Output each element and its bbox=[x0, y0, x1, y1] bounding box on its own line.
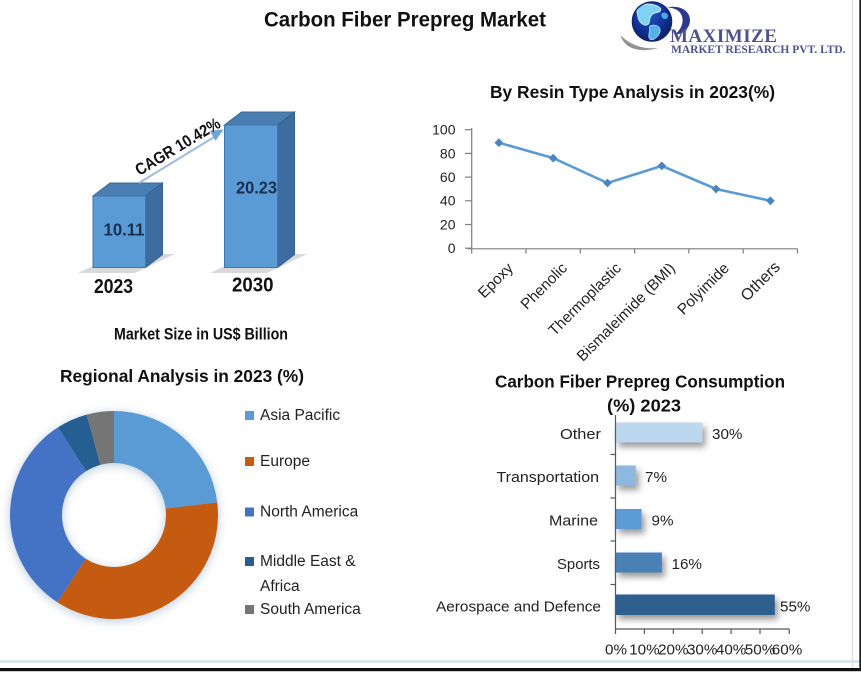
svg-text:55%: 55% bbox=[780, 599, 810, 616]
svg-text:Transportation: Transportation bbox=[497, 469, 600, 486]
svg-text:Middle East &: Middle East & bbox=[260, 553, 356, 570]
svg-text:20.23: 20.23 bbox=[236, 178, 277, 198]
svg-text:80: 80 bbox=[440, 145, 456, 161]
svg-text:Europe: Europe bbox=[260, 453, 310, 470]
svg-text:60: 60 bbox=[440, 169, 456, 185]
svg-text:30%: 30% bbox=[712, 426, 742, 443]
svg-text:50%: 50% bbox=[745, 642, 775, 659]
svg-text:Africa: Africa bbox=[260, 578, 300, 595]
svg-text:Regional Analysis in 2023 (%): Regional Analysis in 2023 (%) bbox=[60, 366, 304, 386]
svg-text:30%: 30% bbox=[687, 642, 717, 659]
svg-text:20: 20 bbox=[440, 216, 456, 232]
svg-text:Marine: Marine bbox=[549, 513, 598, 530]
svg-text:60%: 60% bbox=[772, 642, 802, 659]
svg-text:2030: 2030 bbox=[232, 275, 274, 297]
svg-text:Aerospace and Defence: Aerospace and Defence bbox=[436, 599, 601, 616]
svg-text:Carbon Fiber Prepreg Market: Carbon Fiber Prepreg Market bbox=[264, 8, 546, 32]
svg-text:2023: 2023 bbox=[94, 276, 133, 298]
svg-text:CAGR 10.42%: CAGR 10.42% bbox=[132, 114, 224, 179]
svg-text:0%: 0% bbox=[605, 642, 627, 659]
svg-text:10.11: 10.11 bbox=[104, 220, 145, 240]
svg-text:Market Size in US$ Billion: Market Size in US$ Billion bbox=[114, 326, 288, 344]
svg-text:Others: Others bbox=[738, 259, 784, 305]
svg-text:20%: 20% bbox=[658, 642, 688, 659]
svg-text:16%: 16% bbox=[672, 556, 702, 573]
svg-text:Other: Other bbox=[560, 426, 601, 443]
svg-text:40: 40 bbox=[440, 193, 456, 209]
svg-text:0: 0 bbox=[448, 240, 456, 256]
svg-text:Asia Pacific: Asia Pacific bbox=[260, 407, 340, 424]
svg-text:Phenolic: Phenolic bbox=[518, 260, 572, 314]
svg-text:By Resin Type Analysis in 202: By Resin Type Analysis in 2023(%) bbox=[490, 82, 775, 102]
svg-text:(%) 2023: (%) 2023 bbox=[607, 396, 681, 416]
svg-text:South America: South America bbox=[260, 601, 361, 618]
svg-text:Polyimide: Polyimide bbox=[674, 260, 733, 319]
svg-text:40%: 40% bbox=[716, 642, 746, 659]
svg-text:Carbon Fiber Prepreg Consumpti: Carbon Fiber Prepreg Consumption bbox=[495, 372, 785, 392]
svg-text:100: 100 bbox=[432, 122, 456, 138]
svg-text:North America: North America bbox=[260, 504, 359, 521]
svg-text:9%: 9% bbox=[652, 513, 674, 530]
svg-text:Sports: Sports bbox=[557, 556, 600, 573]
svg-text:7%: 7% bbox=[645, 469, 667, 486]
svg-text:Bismaleimide (BMI): Bismaleimide (BMI) bbox=[574, 260, 679, 365]
svg-text:10%: 10% bbox=[629, 642, 659, 659]
svg-text:Epoxy: Epoxy bbox=[475, 260, 517, 302]
